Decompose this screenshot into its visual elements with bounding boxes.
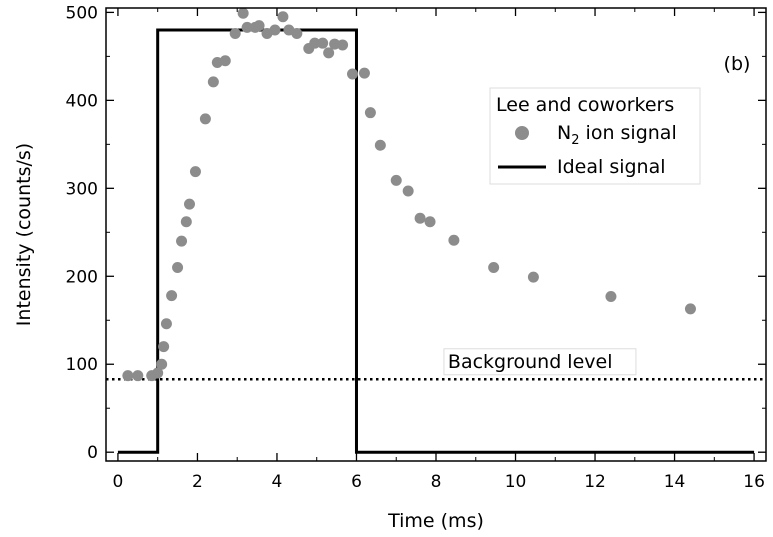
scatter-point xyxy=(176,235,188,247)
y-axis-title: Intensity (counts/s) xyxy=(13,143,35,326)
scatter-point xyxy=(364,107,376,119)
legend: Lee and coworkers N2 ion signal Ideal si… xyxy=(489,87,701,185)
scatter-point xyxy=(160,318,172,330)
scatter-point xyxy=(172,261,184,273)
scatter-point xyxy=(229,28,241,40)
legend-label-n2: N2 ion signal xyxy=(557,122,677,148)
scatter-point xyxy=(132,370,144,382)
scatter-point xyxy=(527,271,539,283)
scatter-point xyxy=(329,38,341,50)
x-tick-label: 12 xyxy=(584,472,606,492)
scatter-point xyxy=(207,76,219,88)
scatter-point xyxy=(166,290,178,302)
plot-frame xyxy=(105,7,767,462)
tick-labels-layer: 0 2 4 6 8 10 12 14 16 0 100 200 300 400 500 xyxy=(66,3,765,492)
y-tick-label: 400 xyxy=(66,91,98,111)
scatter-point xyxy=(180,216,192,228)
scatter-point xyxy=(488,261,500,273)
scatter-point xyxy=(156,358,168,370)
scatter-point xyxy=(122,370,134,382)
scatter-point xyxy=(309,37,321,49)
y-tick-label: 0 xyxy=(87,443,98,463)
legend-marker-n2 xyxy=(515,126,529,140)
scatter-point xyxy=(269,24,281,36)
x-tick-label: 6 xyxy=(351,472,362,492)
x-tick-label: 16 xyxy=(743,472,765,492)
scatter-point xyxy=(189,166,201,178)
scatter-point xyxy=(253,20,265,32)
scatter-point xyxy=(241,21,253,33)
scatter-point xyxy=(237,7,249,19)
y-tick-label: 100 xyxy=(66,355,98,375)
legend-title: Lee and coworkers xyxy=(496,94,674,116)
x-tick-label: 4 xyxy=(272,472,283,492)
scatter-point xyxy=(323,47,335,59)
scatter-point xyxy=(374,139,386,151)
scatter-point xyxy=(219,55,231,67)
scatter-point xyxy=(183,198,195,210)
scatter-point xyxy=(448,234,460,246)
scatter-point xyxy=(424,216,436,228)
scatter-point xyxy=(317,37,329,49)
scatter-point xyxy=(390,174,402,186)
x-tick-label: 8 xyxy=(431,472,442,492)
scatter-point xyxy=(337,39,349,51)
y-tick-label: 500 xyxy=(66,3,98,23)
scatter-point xyxy=(347,68,359,80)
ticks-layer xyxy=(106,8,766,461)
x-axis-title: Time (ms) xyxy=(387,510,484,532)
scatter-point xyxy=(402,185,414,197)
x-tick-label: 14 xyxy=(664,472,686,492)
x-tick-label: 10 xyxy=(505,472,527,492)
background-level-label: Background level xyxy=(443,348,637,376)
scatter-point xyxy=(414,212,426,224)
x-tick-label: 2 xyxy=(192,472,203,492)
scatter-layer xyxy=(122,7,696,382)
legend-label-n2-main: N xyxy=(557,122,571,144)
legend-label-n2-subscript: 2 xyxy=(571,133,579,148)
legend-label-ideal: Ideal signal xyxy=(557,156,666,178)
y-tick-label: 200 xyxy=(66,267,98,287)
legend-label-n2-suffix: ion signal xyxy=(580,122,677,144)
scatter-point xyxy=(158,341,170,353)
scatter-point xyxy=(291,28,303,40)
scatter-point xyxy=(152,367,164,379)
scatter-point xyxy=(684,303,696,315)
background-level-text: Background level xyxy=(448,351,613,373)
scatter-point xyxy=(358,67,370,79)
background-level-label-box xyxy=(443,348,637,376)
scatter-point xyxy=(605,291,617,303)
x-tick-label: 0 xyxy=(113,472,124,492)
scatter-point xyxy=(199,113,211,125)
y-tick-label: 300 xyxy=(66,179,98,199)
scatter-point xyxy=(277,11,289,23)
panel-label: (b) xyxy=(724,53,751,75)
